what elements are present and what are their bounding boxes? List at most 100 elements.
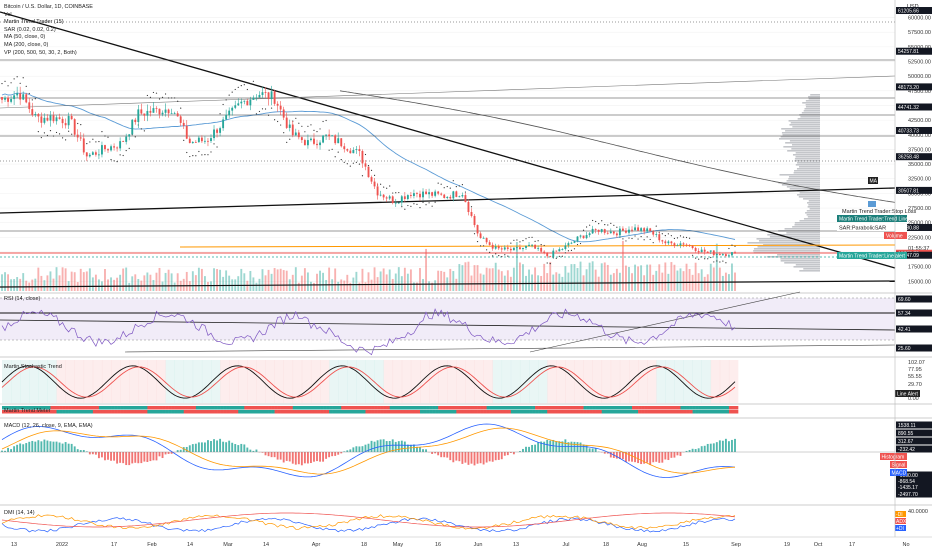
descending-trendline[interactable] [0, 11, 896, 269]
macd-hist-bar [143, 452, 146, 462]
sar-dot [610, 222, 612, 224]
macd-hist-bar [228, 440, 231, 452]
sar-dot [646, 236, 648, 238]
meter-cell [83, 410, 88, 414]
upper-trendline[interactable] [0, 75, 896, 109]
candle-body [352, 150, 355, 154]
volume-bar [400, 276, 403, 291]
line-alert-label: Martin Trend Trader:Line alert [839, 254, 905, 260]
volume-bar [606, 264, 609, 291]
candle-body [349, 150, 352, 154]
time-tick-label: 2022 [56, 542, 68, 548]
sar-dot [455, 185, 457, 188]
meter-cell [223, 410, 227, 414]
sar-dot [364, 153, 367, 156]
macd-hist-bar [728, 441, 730, 452]
volume-bar [425, 248, 427, 291]
macd-hist-bar [200, 442, 203, 452]
meter-cell [317, 410, 321, 414]
candle-body [488, 242, 491, 245]
meter-cell [622, 410, 627, 414]
meter-cell [565, 410, 569, 414]
sar-dot [531, 236, 533, 238]
indicator-vp[interactable]: VP (200, 500, 50, 30, 2, Both) [4, 50, 77, 56]
rsi-tag [896, 309, 932, 317]
sar-dot [561, 255, 563, 257]
candle-body [316, 143, 318, 146]
meter-cell [159, 406, 163, 410]
indicator-vol[interactable]: Vol [4, 12, 12, 18]
candle-body [464, 195, 467, 203]
meter-cell [519, 406, 524, 410]
macd-hist-bar [110, 452, 112, 461]
volume-bar [361, 268, 364, 291]
indicator-ma50[interactable]: MA (50, close, 0) [4, 34, 45, 40]
sar-dot [313, 129, 315, 131]
candle-body [243, 100, 246, 102]
candle-body [382, 194, 385, 198]
candle-body [631, 229, 633, 231]
sar-dot [128, 147, 130, 149]
stochastic-zone [565, 360, 575, 403]
candle-body [728, 255, 730, 257]
meter-cell [710, 410, 715, 414]
sar-dot [343, 161, 345, 163]
stochastic-pane[interactable]: Martin Stochastic Trend 102.0777.9555.55… [0, 356, 932, 403]
meter-cell [492, 410, 497, 414]
macd-hist-bar [164, 452, 167, 455]
resistance-trendline[interactable] [0, 187, 896, 214]
macd-hist-bar [4, 450, 6, 452]
candle-body [655, 234, 658, 235]
sar-dot [267, 114, 270, 116]
indicator-sar[interactable]: SAR (0.02, 0.02, 0.2) [4, 27, 56, 33]
rsi-trendline-2[interactable] [0, 319, 896, 331]
profile-bar [795, 152, 820, 154]
meter-cell [510, 406, 515, 410]
time-tick-label: Feb [147, 542, 156, 548]
volume-bar [110, 277, 112, 291]
macd-axis: 1538.11890.55312.67-232.42-1000.00-868.5… [896, 421, 932, 498]
sar-dot [31, 99, 33, 101]
dmi-pane[interactable]: DMI (14, 14) 40.0000 -DI ADX +DI [0, 504, 932, 533]
meter-cell [326, 410, 330, 414]
macd-hist-bar [31, 440, 34, 452]
meter-cell [650, 406, 654, 410]
macd-pane[interactable]: MACD (12, 26, close, 9, EMA, EMA) 1538.1… [0, 417, 932, 498]
meter-cell [192, 410, 197, 414]
volume-bar [497, 269, 500, 291]
volume-bar [49, 271, 52, 291]
orange-level-line[interactable] [179, 244, 896, 248]
drawn-trendlines[interactable] [0, 11, 896, 288]
meter-cell [574, 406, 578, 410]
stochastic-zone [256, 360, 266, 403]
meter-cell [359, 410, 363, 414]
volume-bar [279, 268, 282, 291]
meter-cell [26, 406, 30, 410]
volume-bar [325, 279, 328, 291]
meter-cell [177, 410, 182, 414]
support-line[interactable] [0, 280, 896, 288]
stochastic-zone [692, 360, 702, 403]
profile-bar [786, 180, 820, 182]
price-tick-label: 25000.00 [908, 221, 931, 227]
volume-bar [603, 262, 606, 291]
stochastic-zone [365, 360, 375, 403]
macd-hist-bar [655, 452, 658, 462]
volume-bar [200, 268, 203, 291]
candle-body [667, 241, 670, 244]
rsi-trendline-3[interactable] [124, 344, 896, 353]
stochastic-zone [647, 360, 657, 403]
stochastic-zone [138, 360, 148, 403]
indicator-ma200[interactable]: MA (200, close, 0) [4, 42, 48, 48]
volume-bar [631, 273, 633, 291]
ma-tag-label: MA [870, 179, 878, 185]
volume-bar [291, 274, 294, 291]
time-axis[interactable]: 13 2022 17 Feb 14 Mar 14 Apr 18 May 16 Jun 13 Jul 18 Au… [11, 542, 910, 548]
rsi-trendline-4[interactable] [529, 291, 801, 353]
meter-cell [244, 410, 248, 414]
macd-hist-bar [167, 452, 170, 454]
profile-bar [808, 200, 820, 202]
trend-meter-pane[interactable]: Martin Trend Meter Line Alert [0, 390, 932, 414]
